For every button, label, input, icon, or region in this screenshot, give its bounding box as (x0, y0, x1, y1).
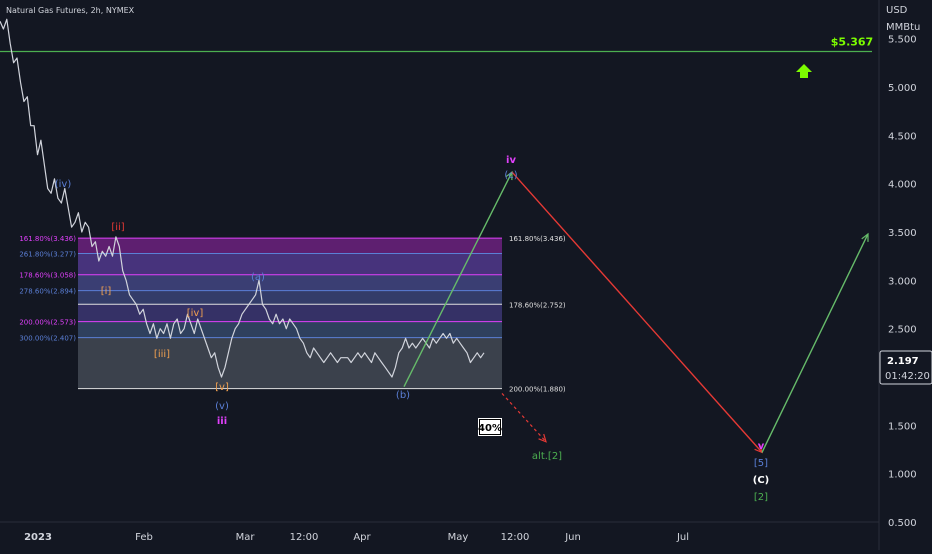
target-price-label: $5.367 (831, 36, 873, 49)
wave-label-7: iii (217, 416, 227, 427)
x-tick-label-1: Feb (135, 532, 153, 543)
wave-label-1: [ii] (111, 222, 124, 233)
wave-label-14: (C) (753, 475, 769, 486)
projection-red-down (511, 171, 763, 453)
bar-countdown: 01:42:20 (885, 371, 930, 382)
y-tick-label-3: 4.000 (888, 180, 917, 191)
current-price-tag[interactable]: 2.197 01:42:20 (879, 350, 932, 385)
projection-green-up-2 (761, 233, 869, 453)
projection-green-up-2-arrow (861, 232, 869, 242)
y-tick-label-0: 5.500 (888, 35, 917, 46)
wave-label-9: (b) (396, 390, 410, 401)
probability-badge: 40% (478, 418, 502, 436)
y-tick-label-8: 1.500 (888, 421, 917, 432)
y-tick-label-1: 5.000 (888, 83, 917, 94)
projection-alt-dashed-arrow (538, 433, 547, 443)
y-tick-label-4: 3.500 (888, 228, 917, 239)
time-axis[interactable]: 2023 Feb Mar 12:00 Apr May 12:00 Jun Jul (24, 532, 689, 543)
fib-band-3 (78, 290, 502, 305)
wave-label-3: [iii] (154, 349, 170, 360)
x-tick-label-6: 12:00 (501, 532, 530, 543)
y-unit-usd: USD (886, 5, 908, 16)
price-axis[interactable]: 5.5005.0004.5004.0003.5003.0002.5002.000… (888, 35, 917, 529)
wave-label-15: [2] (754, 492, 768, 503)
fib-band-6 (78, 337, 502, 389)
x-tick-label-0: 2023 (24, 532, 52, 543)
wave-label-5: [v] (215, 382, 229, 393)
wave-label-4: [iv] (187, 308, 204, 319)
y-tick-label-9: 1.000 (888, 470, 917, 481)
fib-band-2 (78, 274, 502, 291)
x-tick-label-3: 12:00 (290, 532, 319, 543)
fib-right-label-2: 200.00%(1.880) (509, 386, 566, 394)
fib-right-label-1: 178.60%(2.752) (509, 301, 566, 309)
fib-band-4 (78, 304, 502, 322)
wave-label-16: alt.[2] (532, 451, 562, 462)
price-series (0, 18, 485, 378)
x-tick-label-5: May (448, 532, 469, 543)
fib-band-1 (78, 253, 502, 275)
fib-left-label-3: 278.60%(2.894) (19, 288, 76, 296)
current-price-value: 2.197 (887, 356, 919, 367)
fib-left-label-5: 300.00%(2.407) (19, 335, 76, 343)
fib-left-label-1: 261.80%(3.277) (19, 251, 76, 259)
wave-label-11: (c) (504, 170, 517, 181)
target-up-arrow-icon (796, 64, 812, 78)
x-tick-label-7: Jun (564, 532, 581, 543)
y-tick-label-10: 0.500 (888, 518, 917, 529)
fibonacci-extension[interactable]: 161.80%(3.436) 261.80%(3.277) 178.60%(3.05… (19, 235, 566, 393)
projection-green-up-1-arrow (505, 170, 513, 181)
fib-left-label-2: 178.60%(3.058) (19, 272, 76, 280)
x-tick-label-8: Jul (676, 532, 689, 543)
target-line-group[interactable]: $5.367 (0, 36, 873, 78)
fib-left-label-0: 161.80%(3.436) (19, 235, 76, 243)
wave-label-8: (a) (251, 272, 265, 283)
fib-band-0 (78, 238, 502, 254)
y-tick-label-5: 3.000 (888, 276, 917, 287)
wave-label-6: (v) (215, 401, 229, 412)
x-tick-label-4: Apr (353, 532, 371, 543)
y-tick-label-2: 4.500 (888, 131, 917, 142)
y-tick-label-6: 2.500 (888, 325, 917, 336)
chart-title: Natural Gas Futures, 2h, NYMEX (6, 6, 135, 15)
wave-labels: (iv) [ii] [i] [iii] [iv] [v] (v) iii (a) (b) iv (c)… (55, 155, 769, 503)
wave-projection[interactable] (403, 170, 869, 454)
wave-label-13: [5] (754, 458, 768, 469)
wave-label-0: (iv) (55, 179, 72, 190)
probability-label: 40% (478, 423, 502, 434)
fib-band-5 (78, 321, 502, 338)
wave-label-2: [i] (101, 286, 112, 297)
fib-right-label-0: 161.80%(3.436) (509, 235, 566, 243)
wave-label-10: iv (506, 155, 516, 166)
wave-label-12: v (758, 441, 765, 452)
price-line (0, 18, 485, 378)
x-tick-label-2: Mar (236, 532, 256, 543)
projection-green-up-1 (403, 171, 513, 387)
projection-alt-dashed (501, 393, 547, 443)
y-unit-mmbtu: MMBtu (886, 22, 920, 33)
fib-left-label-4: 200.00%(2.573) (19, 319, 76, 327)
